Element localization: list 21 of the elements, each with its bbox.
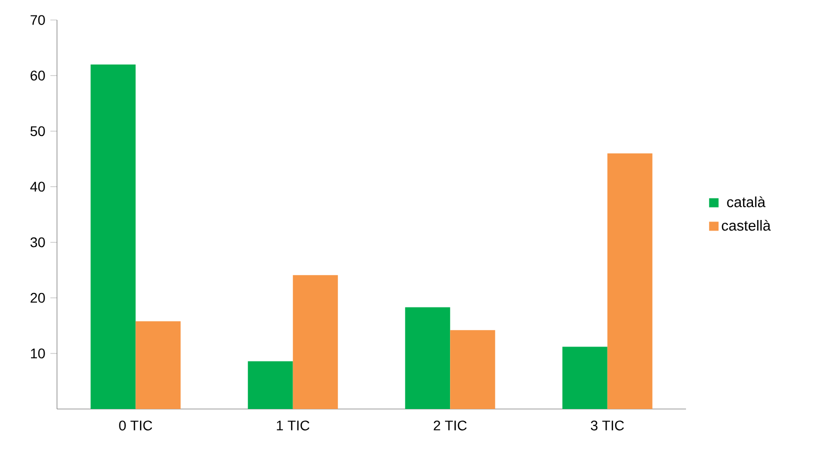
bar <box>405 307 450 409</box>
x-tick-label: 2 TIC <box>434 420 467 430</box>
y-tick-label: 60 <box>30 70 45 81</box>
bar <box>562 346 608 409</box>
y-tick-label: 30 <box>30 237 45 248</box>
y-tick-label: 50 <box>30 126 45 136</box>
x-tick-label: 1 TIC <box>276 420 310 430</box>
y-tick-label: 20 <box>30 292 45 303</box>
y-tick-label: 70 <box>30 15 45 25</box>
bar <box>90 64 136 409</box>
y-tick-label: 40 <box>30 182 45 192</box>
legend-label: català <box>727 196 766 208</box>
x-tick-label: 0 TIC <box>119 420 152 430</box>
bar <box>248 361 293 409</box>
y-tick-label: 10 <box>30 348 45 358</box>
bar <box>450 330 496 409</box>
bar <box>136 321 181 409</box>
x-tick-label: 3 TIC <box>590 420 624 430</box>
bar <box>607 153 652 409</box>
bar <box>292 275 338 409</box>
legend-label: castellà <box>722 220 771 231</box>
